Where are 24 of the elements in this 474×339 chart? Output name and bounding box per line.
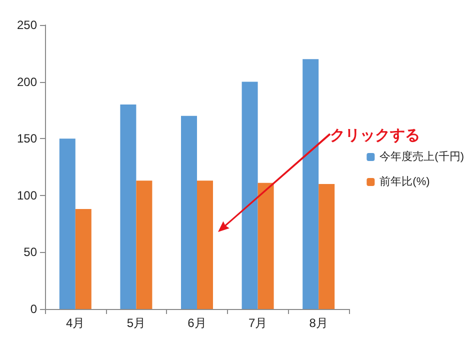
legend-label: 前年比(%) — [380, 175, 430, 188]
x-tick-label: 4月 — [66, 316, 85, 330]
x-tick-label: 5月 — [126, 316, 146, 330]
bar — [318, 184, 335, 309]
y-tick-label: 0 — [30, 302, 38, 316]
bar — [302, 59, 319, 309]
x-tick-label: 6月 — [188, 316, 206, 330]
y-tick-label: 200 — [16, 74, 38, 89]
y-tick-label: 250 — [16, 18, 38, 32]
bar — [258, 182, 274, 309]
y-tick-label: 100 — [16, 188, 38, 202]
y-tick-label: 50 — [24, 245, 38, 260]
bar — [181, 116, 197, 309]
legend-label: 今年度売上(千円) — [380, 150, 464, 163]
x-tick-label: 7月 — [248, 316, 268, 330]
bar — [136, 180, 152, 309]
annotation: クリックする — [330, 126, 420, 144]
y-tick-label: 150 — [16, 132, 38, 146]
bar — [197, 180, 213, 309]
bar — [120, 104, 136, 309]
x-tick-label: 8月 — [309, 316, 328, 330]
bar — [75, 209, 92, 309]
bar — [59, 138, 76, 309]
bar — [242, 82, 258, 309]
